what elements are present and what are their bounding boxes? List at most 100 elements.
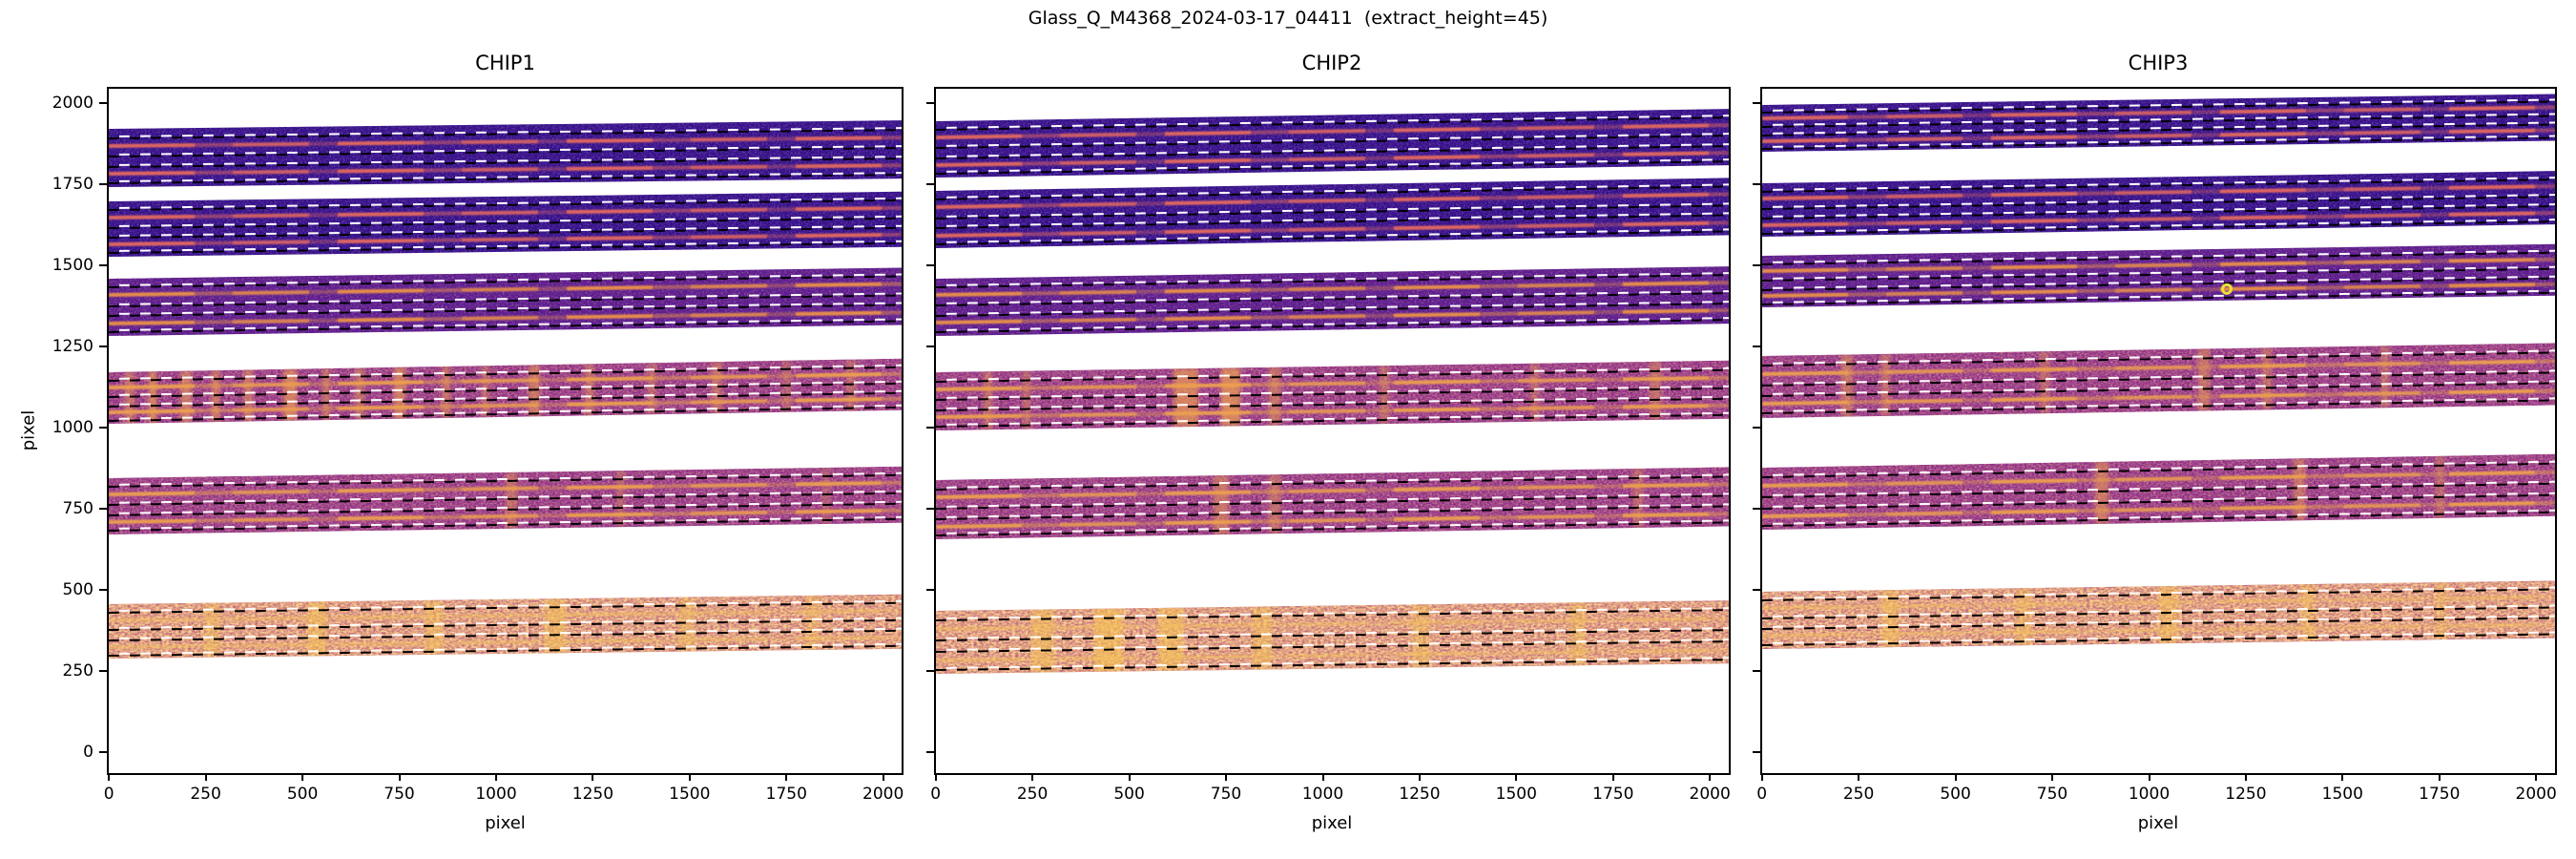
x-tick-mark [2244,773,2247,781]
spectral-band [1761,243,2555,308]
x-tick-label: 1000 [1301,785,1344,804]
y-tick-label: 750 [62,499,93,519]
y-tick-mark [99,346,107,348]
spectral-band [935,467,1729,540]
spectral-band [109,594,902,659]
x-tick-mark [592,773,594,781]
x-tick-mark [1031,773,1034,781]
y-tick-label: 1000 [52,418,93,438]
x-tick-mark [1128,773,1131,781]
y-tick-mark [925,264,934,267]
y-tick-label: 1750 [52,175,93,195]
x-tick-label: 250 [1016,785,1049,804]
x-tick-mark [1954,773,1957,781]
x-tick-label: 750 [1210,785,1242,804]
x-tick-mark [785,773,788,781]
x-axis-label: pixel [2137,813,2179,833]
chip-title: CHIP2 [1301,52,1362,74]
spectral-band [1761,453,2555,531]
x-tick-mark [2051,773,2053,781]
x-tick-mark [2535,773,2538,781]
x-tick-mark [1515,773,1518,781]
x-tick-mark [204,773,207,781]
y-tick-mark [925,183,934,186]
x-tick-label: 0 [103,785,114,804]
y-tick-mark [1752,264,1760,267]
y-tick-mark [99,750,107,753]
y-tick-mark [99,589,107,591]
x-tick-mark [398,773,401,781]
y-tick-mark [1752,346,1760,348]
x-tick-label: 500 [286,785,319,804]
x-tick-label: 1500 [669,785,711,804]
spectral-band [935,109,1729,178]
x-tick-mark [934,773,937,781]
y-tick-mark [925,427,934,430]
y-tick-label: 2000 [52,94,93,114]
x-tick-label: 1750 [2419,785,2461,804]
x-tick-mark [1858,773,1860,781]
x-tick-label: 250 [1842,785,1875,804]
y-tick-mark [1752,508,1760,511]
x-tick-mark [2341,773,2344,781]
spectral-band [109,358,902,424]
spectral-band [109,267,902,336]
spectral-band [1761,94,2555,152]
spectral-band [109,191,902,257]
x-tick-label: 1750 [765,785,807,804]
y-tick-mark [1752,183,1760,186]
x-tick-mark [882,773,884,781]
y-tick-mark [925,508,934,511]
spectral-band [935,266,1729,336]
x-tick-mark [301,773,304,781]
plot-area-chip3: CHIP3 0 250 500 750 1000 1250 1500 1750 2000 pixel [1752,52,2557,833]
x-tick-label: 500 [1940,785,1971,804]
spectral-band [935,178,1729,248]
x-tick-mark [1225,773,1227,781]
x-tick-label: 1500 [2321,785,2363,804]
x-tick-mark [1709,773,1712,781]
x-tick-label: 1000 [2128,785,2171,804]
x-tick-label: 500 [1113,785,1145,804]
x-tick-mark [1321,773,1324,781]
y-tick-mark [99,670,107,672]
spectral-band [935,360,1729,430]
x-tick-label: 750 [384,785,415,804]
x-tick-label: 2000 [862,785,904,804]
spectral-band [109,120,902,187]
x-tick-label: 250 [190,785,221,804]
y-tick-mark [925,102,934,105]
y-tick-mark [925,346,934,348]
y-tick-mark [925,670,934,672]
spectral-band [935,600,1729,675]
x-tick-mark [1760,773,1763,781]
x-axis-label: pixel [1311,813,1353,833]
y-tick-mark [925,750,934,753]
x-axis-label: pixel [485,813,526,833]
x-tick-label: 2000 [1689,785,1731,804]
y-tick-mark [1752,102,1760,105]
y-tick-label: 250 [62,661,93,681]
x-tick-label: 1000 [475,785,517,804]
y-tick-mark [99,183,107,186]
x-tick-label: 1250 [571,785,614,804]
y-tick-label: 0 [83,742,93,762]
x-tick-mark [1611,773,1614,781]
spectral-band [109,466,902,534]
x-tick-label: 750 [2036,785,2068,804]
x-tick-label: 1250 [2225,785,2267,804]
x-tick-label: 0 [1756,785,1768,804]
chip-title: CHIP1 [475,52,535,74]
x-tick-mark [2438,773,2441,781]
plot-area-chip1: CHIP1 0 250 500 750 1000 1250 1500 1750 2000 0 250 5… [52,52,904,833]
y-tick-label: 500 [62,580,93,599]
spectral-band [1761,170,2555,237]
x-tick-label: 1250 [1399,785,1441,804]
y-tick-label: 1500 [52,256,93,276]
x-tick-label: 1500 [1495,785,1537,804]
y-tick-mark [99,427,107,430]
x-tick-mark [1418,773,1421,781]
y-tick-label: 1250 [52,337,93,357]
y-tick-mark [99,264,107,267]
